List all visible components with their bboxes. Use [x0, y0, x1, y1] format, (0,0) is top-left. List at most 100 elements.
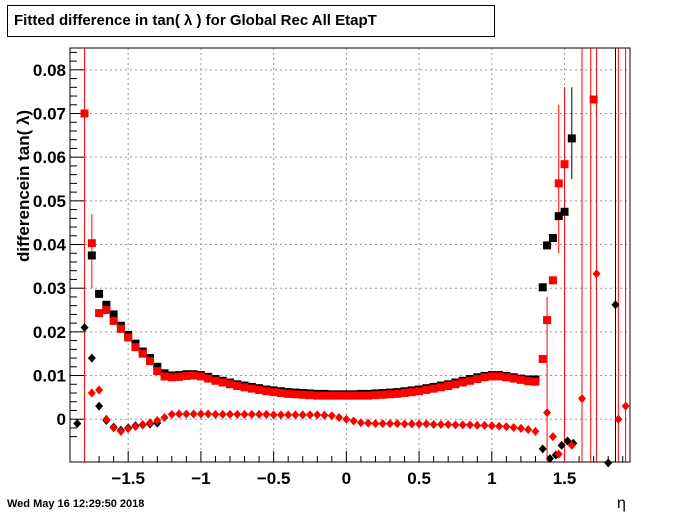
data-point-diamond — [146, 418, 154, 428]
data-point-diamond — [102, 414, 111, 424]
data-point-diamond — [269, 410, 278, 420]
data-point-diamond — [160, 412, 169, 422]
data-point-diamond — [167, 409, 176, 419]
data-point-square — [124, 333, 133, 342]
data-point-diamond — [196, 409, 205, 419]
data-point-square — [378, 390, 387, 399]
data-point-diamond — [604, 458, 613, 468]
data-point-square — [320, 391, 329, 400]
data-point-diamond — [262, 409, 271, 419]
data-point-square — [131, 343, 140, 352]
data-point-diamond — [80, 322, 89, 332]
data-point-diamond — [313, 410, 322, 420]
plot-frame — [69, 47, 631, 463]
data-point-diamond — [386, 419, 394, 429]
data-point-square — [400, 389, 409, 397]
data-point-diamond — [320, 410, 329, 420]
data-point-square — [466, 376, 474, 385]
x-tick-label: −0.5 — [257, 469, 291, 488]
data-point-diamond — [276, 410, 285, 420]
chart-title: Fitted difference in tan( λ ) for Global… — [7, 5, 495, 37]
data-point-square — [487, 372, 496, 381]
data-point-diamond — [502, 422, 511, 432]
data-point-diamond — [124, 424, 133, 434]
data-point-square — [543, 241, 552, 250]
data-point-square — [554, 212, 563, 221]
data-point-diamond — [138, 419, 147, 429]
data-point-diamond — [255, 409, 264, 419]
data-point-diamond — [400, 419, 409, 429]
data-point-square — [554, 179, 563, 188]
data-point-diamond — [611, 300, 620, 310]
data-point-diamond — [538, 444, 547, 454]
data-point-square — [80, 109, 89, 118]
data-point-diamond — [473, 420, 482, 430]
data-point-diamond — [458, 420, 467, 430]
data-point-square — [444, 382, 453, 391]
data-point-square — [182, 371, 191, 380]
data-point-diamond — [291, 410, 300, 420]
data-point-square — [87, 239, 96, 248]
data-point-square — [196, 372, 205, 381]
data-point-square — [255, 385, 264, 394]
data-point-square — [538, 354, 547, 363]
data-point-diamond — [306, 410, 314, 420]
y-tick-label: 0.08 — [33, 61, 66, 80]
data-point-diamond — [415, 419, 424, 429]
data-point-diamond — [614, 414, 623, 424]
data-point-square — [102, 306, 111, 315]
data-point-diamond — [557, 440, 566, 450]
data-point-diamond — [480, 420, 489, 430]
data-point-diamond — [131, 422, 140, 432]
data-point-square — [531, 377, 540, 386]
timestamp-label: Wed May 16 12:29:50 2018 — [7, 498, 145, 510]
data-point-square — [429, 384, 438, 393]
data-point-square — [116, 324, 125, 333]
y-tick-label: 0.03 — [33, 279, 66, 298]
data-point-square — [548, 276, 557, 285]
data-point-diamond — [240, 409, 249, 419]
data-point-square — [95, 309, 104, 318]
data-point-square — [349, 391, 358, 400]
data-point-square — [102, 300, 111, 309]
data-point-square — [160, 372, 169, 381]
data-point-diamond — [364, 418, 373, 428]
data-point-square — [153, 362, 162, 371]
data-point-diamond — [548, 432, 557, 442]
data-point-square — [233, 382, 242, 391]
data-point-diamond — [189, 409, 198, 419]
data-point-diamond — [578, 394, 586, 404]
data-point-diamond — [621, 401, 630, 411]
data-point-diamond — [233, 409, 242, 419]
data-point-square — [393, 389, 402, 398]
data-point-square — [560, 207, 569, 216]
data-point-diamond — [546, 454, 554, 464]
data-point-square — [386, 390, 394, 399]
data-point-square — [95, 289, 104, 298]
data-point-square — [516, 375, 525, 384]
data-point-square — [371, 391, 380, 400]
data-point-diamond — [356, 418, 365, 428]
data-point-diamond — [451, 420, 460, 430]
data-point-square — [548, 233, 557, 242]
data-point-diamond — [422, 419, 431, 429]
data-point-square — [451, 380, 460, 389]
data-point-square — [262, 387, 271, 396]
data-point-square — [226, 380, 234, 389]
data-point-square — [175, 372, 184, 381]
y-tick-label: 0.05 — [33, 192, 66, 211]
data-point-square — [109, 310, 118, 319]
data-point-diamond — [298, 410, 307, 420]
data-point-square — [327, 391, 336, 400]
y-tick-label: 0.07 — [33, 105, 66, 124]
data-point-diamond — [516, 423, 525, 433]
data-point-square — [538, 283, 547, 292]
y-tick-label: 0.06 — [33, 148, 66, 167]
data-point-diamond — [87, 388, 96, 398]
data-point-diamond — [436, 419, 445, 429]
data-point-diamond — [378, 419, 387, 429]
data-point-square — [342, 391, 351, 400]
data-point-diamond — [349, 416, 358, 426]
data-point-square — [415, 387, 424, 396]
